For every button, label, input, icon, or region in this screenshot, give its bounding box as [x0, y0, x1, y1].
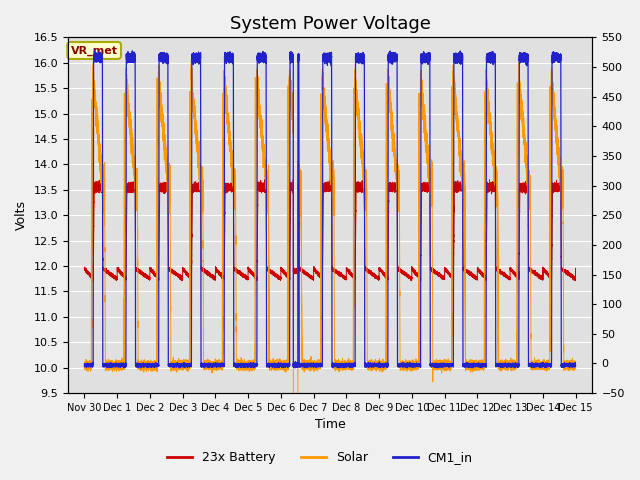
Text: VR_met: VR_met: [70, 45, 118, 56]
Legend: 23x Battery, Solar, CM1_in: 23x Battery, Solar, CM1_in: [163, 446, 477, 469]
X-axis label: Time: Time: [315, 419, 346, 432]
Title: System Power Voltage: System Power Voltage: [230, 15, 431, 33]
Y-axis label: Volts: Volts: [15, 200, 28, 230]
